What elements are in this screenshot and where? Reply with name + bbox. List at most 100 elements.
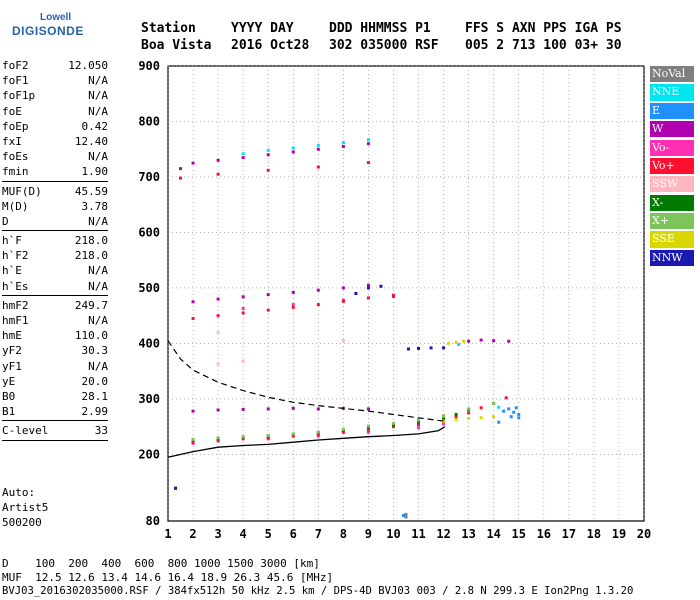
echo-point: [366, 430, 370, 434]
param-divider: [2, 180, 108, 182]
echo-point: [391, 293, 395, 297]
param-value: N/A: [88, 150, 108, 164]
legend-item: E: [650, 102, 694, 119]
param-value: N/A: [88, 89, 108, 103]
echo-point: [266, 407, 270, 411]
param-row: hmE 110.0: [2, 328, 108, 343]
echo-point: [191, 300, 195, 304]
header-value-station: Boa Vista: [141, 38, 212, 53]
param-label: foF2: [2, 59, 29, 72]
header-settings: FFS S AXN PPS IGA PS 005 2 713 100 03+ 30: [465, 20, 622, 54]
echo-point: [366, 424, 370, 428]
echo-point: [497, 420, 501, 424]
param-label: D: [2, 214, 9, 228]
echo-point: [401, 513, 405, 517]
echo-point: [429, 346, 433, 350]
param-label: foEs: [2, 150, 29, 164]
param-divider: [2, 420, 108, 422]
echo-point: [291, 146, 295, 150]
param-row: M(D) 3.78: [2, 199, 108, 214]
x-tick-label: 15: [512, 527, 526, 541]
x-tick-label: 3: [214, 527, 221, 541]
echo-point: [454, 412, 458, 416]
echo-point: [291, 290, 295, 294]
auto-scaling-info: Auto: Artist5 500200: [2, 485, 48, 530]
param-value: 1.90: [81, 165, 109, 179]
echo-point: [216, 436, 220, 440]
echo-point: [241, 306, 245, 310]
header-label-station: Station: [141, 21, 196, 36]
echo-point: [417, 420, 421, 424]
echo-point: [507, 407, 511, 411]
footer-muf-row: MUF 12.5 12.6 13.4 14.6 16.4 18.9 26.3 4…: [2, 571, 334, 584]
param-row: B1 2.99: [2, 404, 108, 419]
echo-point: [316, 303, 320, 307]
param-row: foF2 12.050: [2, 58, 108, 73]
param-value: 30.3: [81, 344, 109, 358]
param-row: h`Es N/A: [2, 279, 108, 294]
echo-point: [241, 156, 245, 160]
echo-point: [454, 417, 458, 421]
param-value: N/A: [88, 264, 108, 278]
echo-point: [404, 515, 408, 519]
echo-point: [379, 284, 383, 288]
param-label: foE: [2, 104, 22, 118]
param-value: 28.1: [81, 389, 109, 403]
echo-point: [507, 339, 511, 343]
param-divider: [2, 294, 108, 296]
echo-point: [266, 153, 270, 157]
echo-point: [366, 142, 370, 146]
y-tick-label: 900: [138, 59, 160, 73]
x-tick-label: 9: [365, 527, 372, 541]
echo-point: [241, 359, 245, 363]
echo-point: [266, 293, 270, 297]
echo-point: [316, 143, 320, 147]
param-value: 110.0: [74, 329, 108, 343]
echo-point: [454, 340, 458, 344]
param-value: N/A: [88, 279, 108, 293]
echo-point: [179, 176, 183, 180]
echo-point: [504, 396, 508, 400]
auto-code: 500200: [2, 516, 42, 529]
param-row: h`F 218.0: [2, 233, 108, 248]
echo-point: [517, 416, 521, 420]
polarization-legend: NoVal NNE E W Vo- Vo+ SSW X- X+ SSE NNW: [650, 66, 694, 268]
logo-product: DIGISONDE: [12, 24, 84, 38]
param-value: N/A: [88, 359, 108, 373]
echo-point: [442, 346, 446, 350]
header-value-date: 2016 Oct28: [231, 38, 310, 53]
echo-point: [407, 347, 411, 351]
echo-point: [216, 408, 220, 412]
param-row: yF2 30.3: [2, 343, 108, 358]
param-label: yE: [2, 374, 16, 388]
x-tick-label: 19: [612, 527, 626, 541]
param-value: 0.42: [81, 119, 109, 133]
param-row: yF1 N/A: [2, 359, 108, 374]
param-value: 12.050: [68, 59, 108, 72]
profile-solid-line: [167, 426, 446, 458]
echo-point: [291, 305, 295, 309]
echo-point: [467, 407, 471, 411]
param-label: C-level: [2, 424, 49, 438]
echo-point: [266, 436, 270, 440]
param-row: h`F2 218.0: [2, 248, 108, 263]
y-tick-label: 400: [138, 336, 160, 350]
echo-point: [354, 292, 358, 295]
echo-point: [191, 316, 195, 320]
legend-item: NoVal: [650, 66, 694, 83]
echo-point: [241, 311, 245, 315]
echo-point: [341, 430, 345, 434]
echo-point: [479, 406, 483, 410]
param-label: fmin: [2, 165, 29, 179]
echo-point: [366, 428, 370, 432]
echo-point: [462, 339, 466, 343]
x-tick-label: 13: [461, 527, 475, 541]
header-station: Station Boa Vista: [141, 20, 211, 54]
x-tick-label: 2: [189, 527, 196, 541]
param-label: h`F2: [2, 249, 29, 263]
header-date: YYYY DAY 2016 Oct28: [231, 20, 309, 54]
legend-item: SSW: [650, 176, 694, 193]
logo-brand: Lowell: [40, 12, 72, 23]
param-divider: [2, 230, 108, 232]
param-label: B1: [2, 405, 16, 419]
